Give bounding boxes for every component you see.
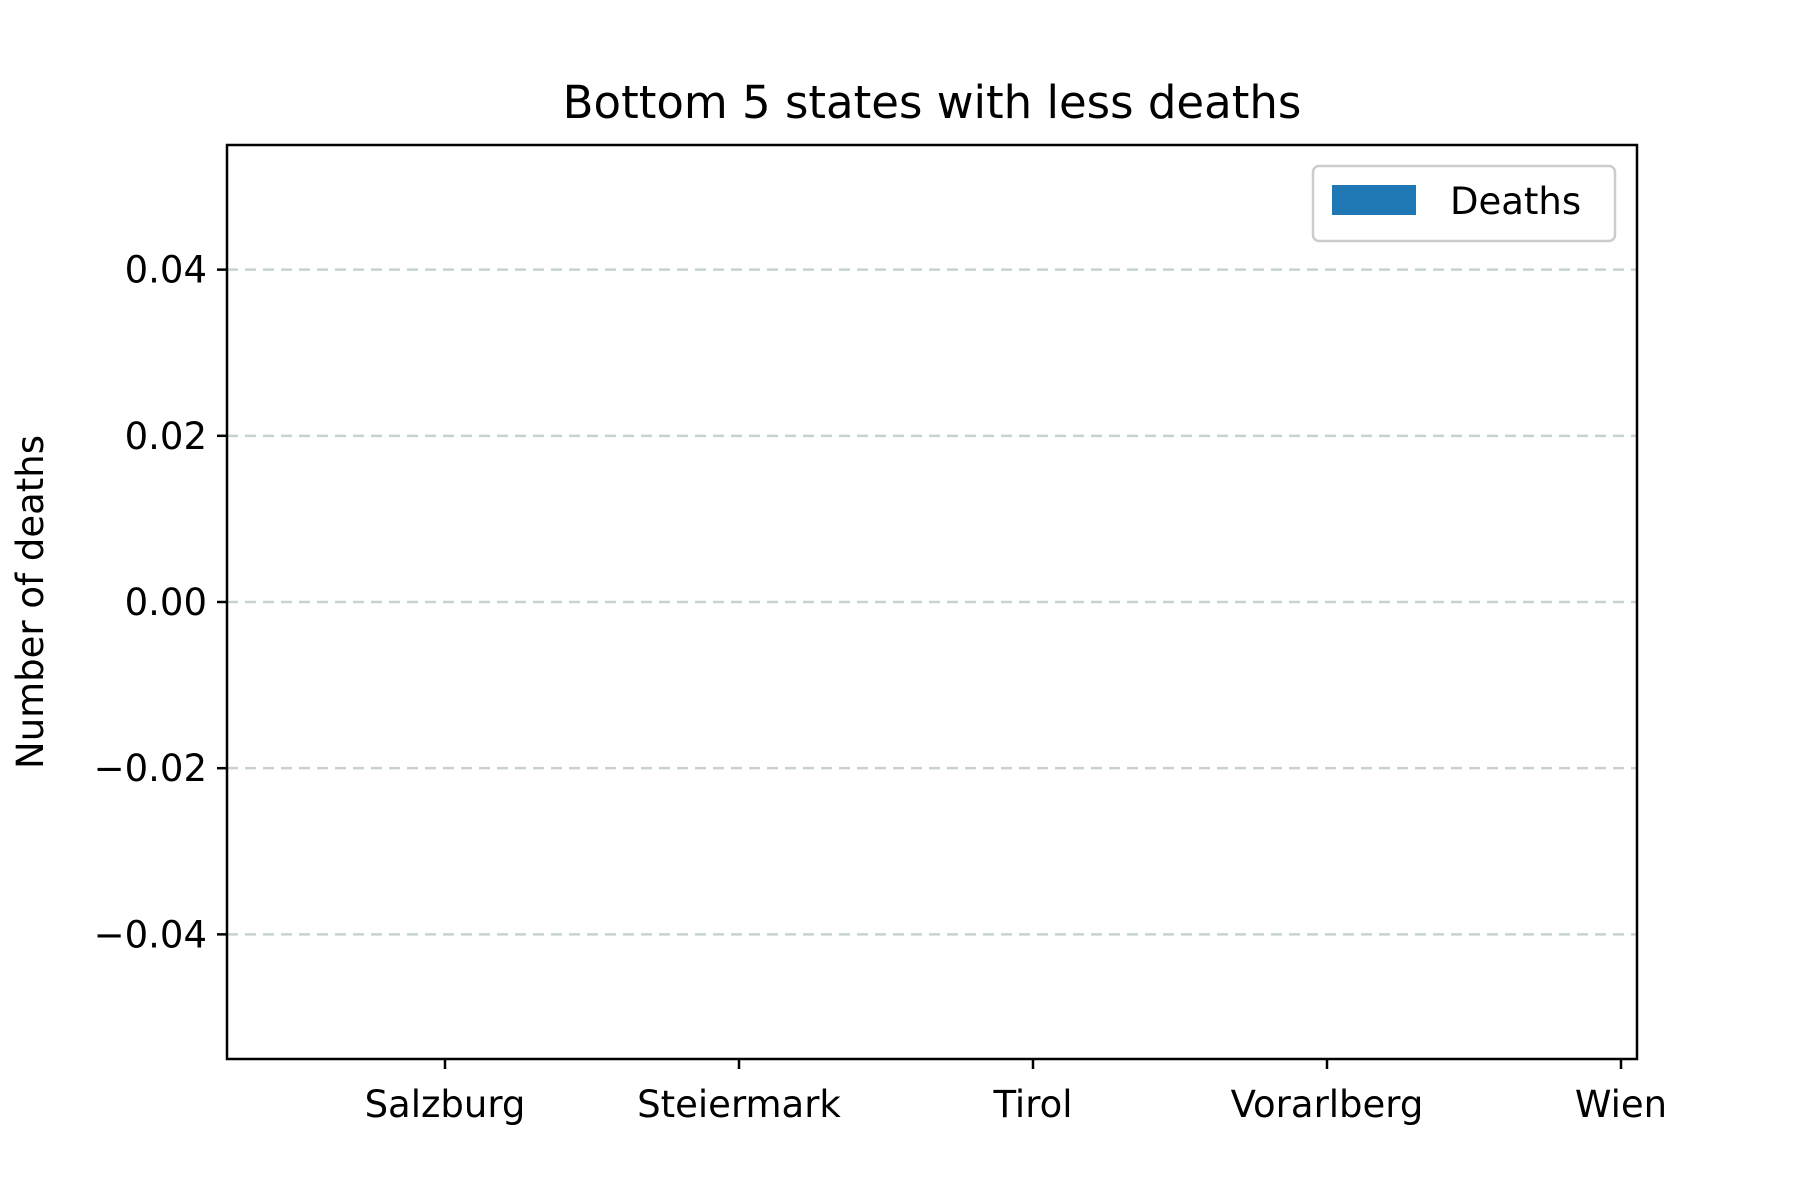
y-tick-label: 0.00 bbox=[125, 581, 207, 624]
y-tick-label: 0.02 bbox=[125, 415, 207, 458]
y-axis-ticks: −0.04 −0.02 0.00 0.02 0.04 bbox=[94, 249, 227, 956]
x-tick-label: Wien bbox=[1575, 1083, 1667, 1126]
y-gridlines bbox=[227, 268, 1637, 936]
y-tick-label: −0.04 bbox=[94, 913, 207, 956]
legend-frame bbox=[1311, 164, 1617, 243]
y-axis-label: Number of deaths bbox=[9, 435, 52, 769]
y-tick-label: −0.02 bbox=[94, 747, 207, 790]
x-tick-label: Tirol bbox=[992, 1083, 1072, 1126]
legend-label-deaths: Deaths bbox=[1450, 180, 1581, 223]
x-tick-label: Vorarlberg bbox=[1231, 1083, 1424, 1126]
legend: Deaths bbox=[1311, 164, 1617, 243]
x-tick-label: Steiermark bbox=[637, 1083, 841, 1126]
chart-title: Bottom 5 states with less deaths bbox=[563, 76, 1302, 129]
legend-swatch-deaths bbox=[1332, 185, 1416, 215]
x-axis-ticks: Salzburg Steiermark Tirol Vorarlberg Wien bbox=[365, 1059, 1667, 1126]
y-tick-label: 0.04 bbox=[125, 249, 207, 292]
x-tick-label: Salzburg bbox=[365, 1083, 526, 1126]
